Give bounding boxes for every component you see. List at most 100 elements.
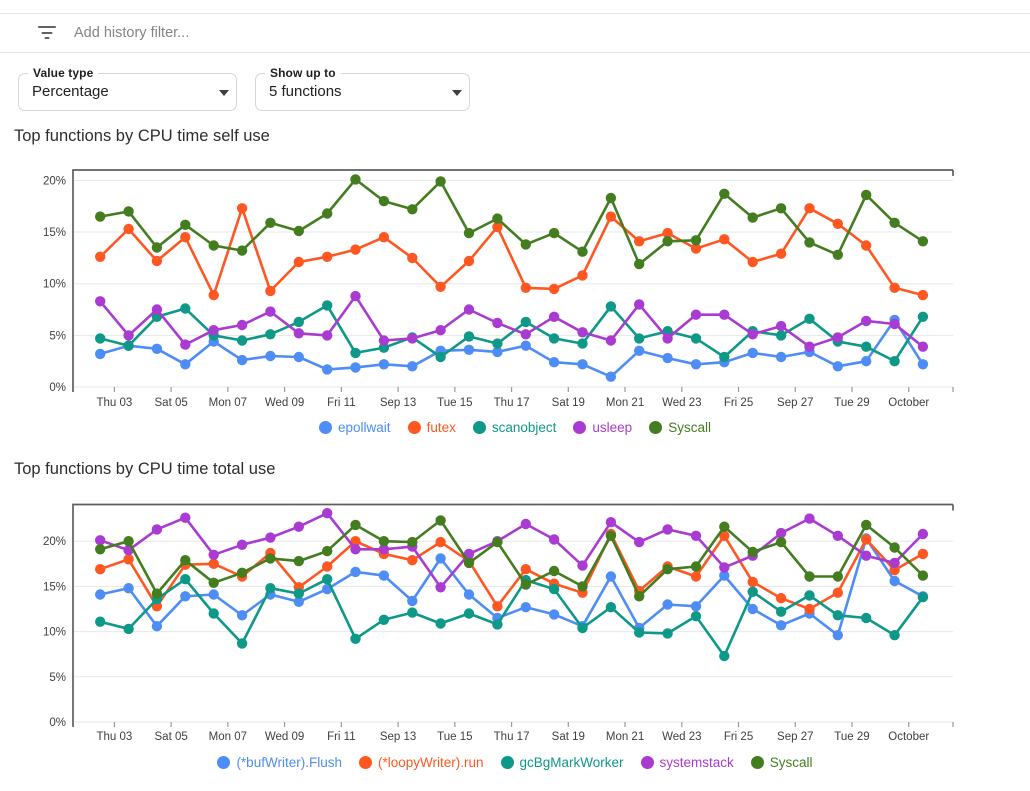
data-point[interactable] (775, 620, 787, 631)
legend-item[interactable]: usleep (573, 420, 632, 435)
data-point[interactable] (917, 592, 929, 603)
data-point[interactable] (463, 589, 475, 600)
data-point[interactable] (719, 309, 730, 320)
data-point[interactable] (548, 583, 560, 595)
data-point[interactable] (236, 245, 248, 256)
data-point[interactable] (520, 518, 531, 530)
data-point[interactable] (463, 227, 475, 239)
data-point[interactable] (180, 591, 191, 602)
data-point[interactable] (378, 232, 390, 243)
data-point[interactable] (180, 232, 191, 243)
data-point[interactable] (577, 560, 588, 571)
data-point[interactable] (350, 347, 361, 359)
data-point[interactable] (123, 206, 134, 217)
data-point[interactable] (265, 553, 276, 564)
data-point[interactable] (605, 371, 617, 382)
data-point[interactable] (690, 601, 702, 612)
legend-item[interactable]: systemstack (640, 755, 734, 770)
data-point[interactable] (548, 609, 560, 620)
legend-item[interactable]: scanobject (472, 420, 556, 435)
data-point[interactable] (548, 227, 560, 239)
data-point[interactable] (634, 299, 645, 310)
data-point[interactable] (662, 599, 673, 610)
data-point[interactable] (95, 616, 106, 627)
data-point[interactable] (917, 289, 929, 301)
data-point[interactable] (889, 630, 900, 641)
data-point[interactable] (236, 610, 248, 621)
data-point[interactable] (719, 234, 730, 245)
data-point[interactable] (917, 341, 929, 352)
data-point[interactable] (548, 534, 560, 545)
data-point[interactable] (747, 586, 758, 597)
data-point[interactable] (492, 221, 503, 233)
data-point[interactable] (492, 338, 503, 349)
data-point[interactable] (407, 595, 418, 607)
data-point[interactable] (577, 270, 588, 281)
data-point[interactable] (634, 236, 645, 247)
data-point[interactable] (236, 335, 248, 346)
data-point[interactable] (861, 519, 872, 531)
data-point[interactable] (123, 554, 134, 565)
data-point[interactable] (236, 567, 248, 578)
data-point[interactable] (690, 359, 702, 370)
value-type-select[interactable]: Value type Percentage (18, 66, 237, 111)
data-point[interactable] (236, 354, 248, 366)
data-point[interactable] (123, 340, 134, 351)
data-point[interactable] (322, 545, 333, 557)
data-point[interactable] (548, 311, 560, 322)
data-point[interactable] (151, 304, 163, 315)
data-point[interactable] (378, 359, 390, 370)
data-point[interactable] (577, 359, 588, 370)
data-point[interactable] (151, 343, 163, 354)
data-point[interactable] (917, 359, 929, 370)
data-point[interactable] (775, 248, 787, 259)
data-point[interactable] (804, 571, 815, 582)
data-point[interactable] (690, 571, 702, 582)
data-point[interactable] (407, 555, 418, 566)
data-point[interactable] (775, 536, 787, 548)
data-point[interactable] (832, 571, 843, 582)
data-point[interactable] (435, 281, 446, 292)
data-point[interactable] (634, 627, 645, 638)
data-point[interactable] (775, 320, 787, 332)
data-point[interactable] (520, 579, 531, 590)
data-point[interactable] (775, 527, 787, 539)
data-point[interactable] (605, 530, 617, 541)
data-point[interactable] (917, 528, 929, 540)
data-point[interactable] (95, 564, 106, 575)
data-point[interactable] (832, 587, 843, 598)
data-point[interactable] (861, 189, 872, 201)
data-point[interactable] (861, 356, 872, 367)
data-point[interactable] (719, 650, 730, 662)
data-point[interactable] (435, 515, 446, 526)
data-point[interactable] (293, 555, 304, 567)
data-point[interactable] (208, 589, 219, 600)
data-point[interactable] (350, 633, 361, 644)
data-point[interactable] (747, 576, 758, 588)
data-point[interactable] (180, 303, 191, 314)
data-point[interactable] (605, 571, 617, 582)
data-point[interactable] (208, 558, 219, 569)
data-point[interactable] (151, 524, 163, 535)
data-point[interactable] (350, 519, 361, 531)
data-point[interactable] (548, 283, 560, 295)
data-point[interactable] (747, 212, 758, 223)
data-point[interactable] (747, 256, 758, 268)
data-point[interactable] (917, 311, 929, 322)
data-point[interactable] (832, 218, 843, 229)
data-point[interactable] (690, 309, 702, 320)
filter-list-icon[interactable] (38, 26, 56, 40)
data-point[interactable] (889, 575, 900, 587)
data-point[interactable] (95, 589, 106, 600)
data-point[interactable] (832, 361, 843, 372)
data-point[interactable] (719, 351, 730, 363)
data-point[interactable] (378, 342, 390, 353)
data-point[interactable] (690, 235, 702, 246)
data-point[interactable] (95, 333, 106, 344)
data-point[interactable] (832, 530, 843, 541)
data-point[interactable] (889, 217, 900, 228)
data-point[interactable] (350, 244, 361, 255)
data-point[interactable] (775, 330, 787, 341)
data-point[interactable] (747, 603, 758, 615)
data-point[interactable] (548, 357, 560, 368)
